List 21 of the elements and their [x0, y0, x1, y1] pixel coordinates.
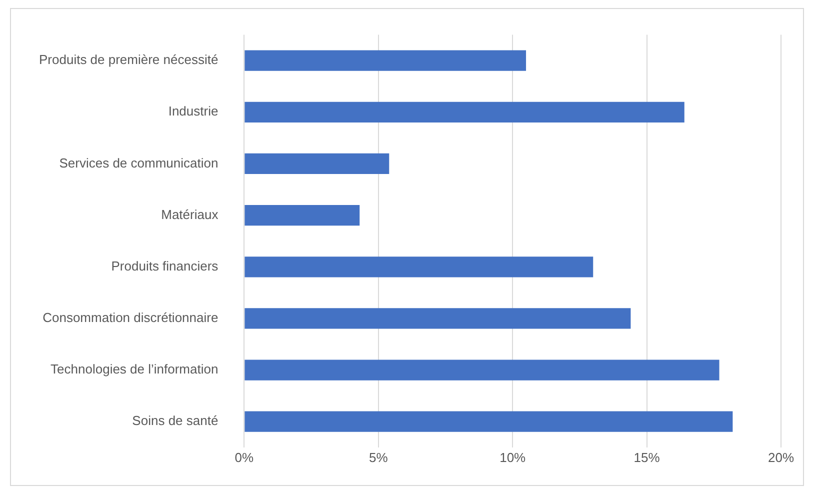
x-tick-label: 5% [369, 450, 388, 465]
x-tick-label: 10% [500, 450, 526, 465]
bar [244, 50, 526, 71]
y-tick-label: Produits de première nécessité [39, 52, 218, 68]
y-tick-label: Industrie [168, 104, 218, 119]
y-tick-label: Consommation discrétionnaire [42, 310, 218, 326]
bar [244, 411, 733, 432]
y-tick-label: Technologies de l’information [50, 362, 218, 377]
bar [244, 308, 631, 329]
y-tick-label: Produits financiers [111, 258, 219, 274]
x-tick-label: 15% [634, 450, 660, 465]
y-tick-label: Matériaux [161, 206, 219, 222]
y-tick-label: Soins de santé [132, 413, 218, 428]
x-tick-label: 0% [234, 450, 254, 465]
bar [244, 360, 720, 380]
bar [244, 102, 684, 122]
bar [244, 205, 360, 226]
y-tick-label: Services de communication [59, 155, 218, 170]
bar [244, 153, 390, 174]
bar [244, 256, 594, 278]
x-tick-label: 20% [768, 450, 794, 465]
